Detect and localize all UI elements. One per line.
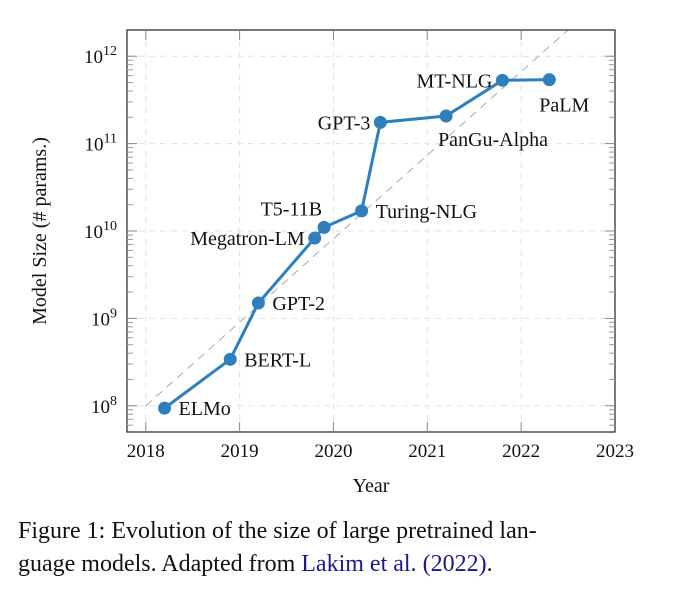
caption-line-2: guage models. Adapted from: [18, 551, 302, 577]
y-tick-label: 1010: [84, 219, 117, 243]
data-point: [373, 115, 387, 129]
y-axis-title: Model Size (# params.): [29, 137, 51, 325]
data-point-label: GPT-3: [318, 112, 371, 134]
data-point: [439, 109, 453, 123]
data-point: [251, 296, 265, 310]
series-layer: [158, 73, 556, 415]
data-point: [158, 401, 172, 415]
data-point-label: Turing-NLG: [376, 201, 478, 223]
y-tick-label: 1012: [84, 44, 117, 68]
data-point-label: PaLM: [539, 95, 589, 117]
data-point-label: Megatron-LM: [190, 228, 305, 250]
caption-suffix: .: [486, 551, 493, 577]
data-point-label: GPT-2: [272, 293, 325, 315]
model-size-chart: 2018 2019 2020 2021 2022 2023 108 109 1010 1011 10…: [29, 29, 634, 497]
x-tick-label: 2023: [596, 441, 634, 462]
x-tick-label: 2022: [502, 441, 540, 462]
x-axis-title: Year: [353, 475, 390, 497]
y-tick-label: 108: [91, 394, 117, 418]
x-tick-label: 2018: [127, 441, 165, 462]
point-labels: ELMo BERT-L GPT-2 Megatron-LM T5-11B Turing-N…: [179, 70, 590, 420]
citation-year[interactable]: 2022: [430, 551, 479, 577]
data-point: [308, 231, 322, 245]
y-tick-label: 1011: [85, 132, 117, 156]
data-point: [542, 73, 556, 87]
data-point-label: T5-11B: [261, 198, 322, 220]
figure-caption: Figure 1: Evolution of the size of large…: [18, 515, 658, 581]
x-tick-label: 2021: [408, 441, 446, 462]
data-point-label: MT-NLG: [416, 70, 492, 92]
x-tick-label: 2020: [314, 441, 352, 462]
trend-line: [145, 29, 569, 407]
x-tick-label: 2019: [221, 441, 259, 462]
citation-author[interactable]: Lakim et al.: [301, 551, 417, 577]
y-tick-label: 109: [91, 306, 117, 330]
caption-line-1: Figure 1: Evolution of the size of large…: [18, 518, 537, 544]
grid: [127, 30, 615, 432]
data-point: [495, 73, 509, 87]
data-point-label: PanGu-Alpha: [438, 129, 548, 151]
data-point: [223, 352, 237, 366]
data-point-label: BERT-L: [244, 349, 311, 371]
trend-line-layer: [145, 29, 569, 407]
data-point-label: ELMo: [179, 398, 231, 420]
axis-ticks: 2018 2019 2020 2021 2022 2023 108 109 1010 1011 10…: [84, 30, 634, 462]
data-point: [355, 204, 369, 218]
data-point: [317, 220, 331, 234]
series-line: [163, 78, 550, 410]
citation-link[interactable]: Lakim et al. (2022): [301, 551, 487, 577]
